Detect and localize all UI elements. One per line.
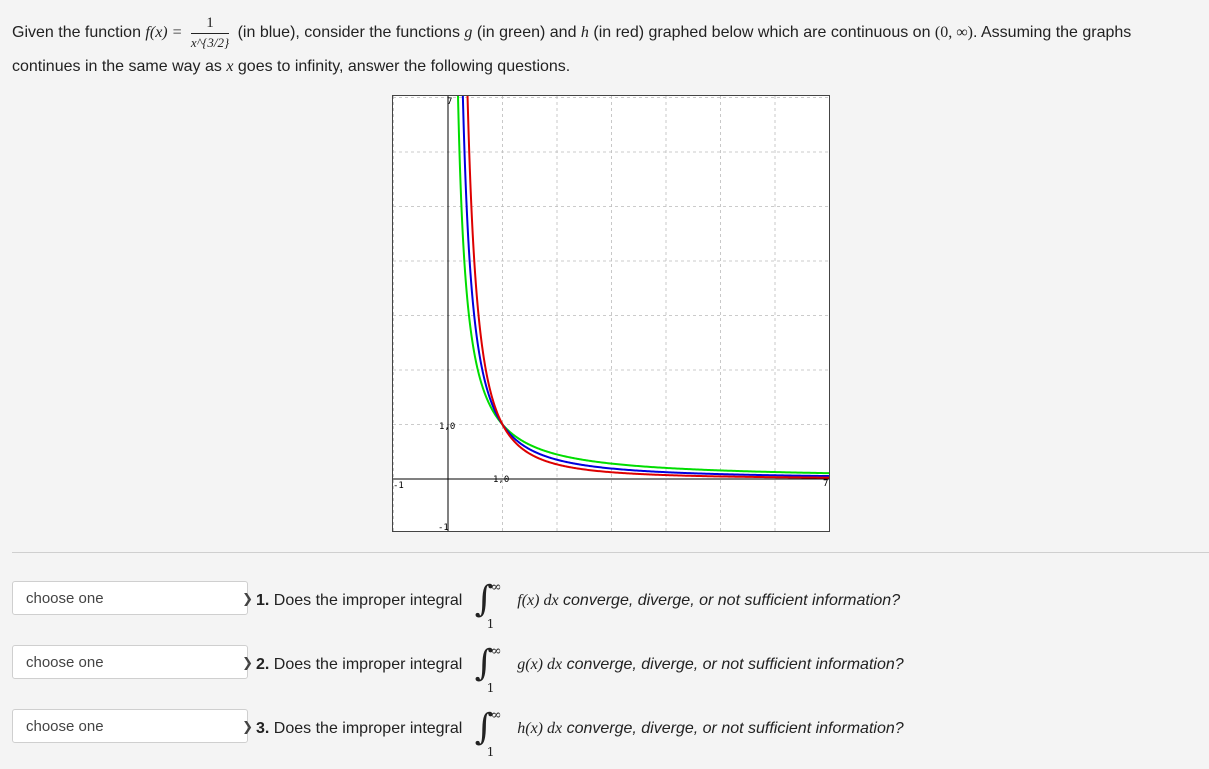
question-lead: Does the improper integral [273,720,463,738]
f-definition: f(x) = [145,24,183,41]
integral-upper-limit: ∞ [490,644,502,659]
x-symbol: x [226,58,234,75]
intro-text-5: . Assuming the graphs continues in the s… [12,24,1132,75]
intro-text-6: goes to infinity, answer the following q… [237,58,571,75]
question-number: 1. [256,592,270,610]
chevron-down-icon: ❯ [242,591,253,606]
interval: (0, ∞) [934,24,973,41]
question-text-2: 2. Does the improper integral ∫ ∞ 1 g(x)… [256,643,904,695]
chevron-down-icon: ❯ [242,655,253,670]
integral-sign: ∫ ∞ 1 [473,643,511,695]
question-text-1: 1. Does the improper integral ∫ ∞ 1 f(x)… [256,579,901,631]
tick-label-x-left: -1 [393,481,404,491]
tick-label-y-bottom: -1 [438,523,449,531]
intro-text-1: Given the function [12,24,141,41]
section-divider [12,552,1209,553]
integral-upper-limit: ∞ [490,708,502,723]
select-value: choose one [26,654,104,671]
question-lead: Does the improper integral [273,656,463,674]
f-curve-blue [461,93,830,478]
question-number: 2. [256,656,270,674]
g-curve-green [456,93,830,475]
fraction-denominator: x^{3/2} [190,35,230,51]
tick-label-y-one: 1,0 [439,422,455,432]
answer-select-1[interactable]: choose one ❯ [12,581,253,615]
g-symbol: g [464,24,473,41]
h-symbol: h [580,24,589,41]
tick-label-y-top: 7 [447,97,452,107]
tick-label-x-right: 7 [823,479,828,489]
h-curve-red [466,93,830,479]
function-graph: 7 -1 1,0 1,0 -1 7 [392,93,830,533]
tick-label-x-one: 1,0 [493,475,509,485]
question-number: 3. [256,720,270,738]
question-lead: Does the improper integral [273,592,463,610]
answer-select-2[interactable]: choose one ❯ [12,645,253,679]
integrand: h(x) dx [517,720,563,738]
fraction-numerator: 1 [190,16,230,35]
tick-labels: 7 -1 1,0 1,0 -1 7 [393,97,828,533]
integral-upper-limit: ∞ [490,580,502,595]
integral-lower-limit: 1 [486,745,495,759]
integral-sign: ∫ ∞ 1 [473,579,511,631]
graph-canvas: 7 -1 1,0 1,0 -1 7 [393,93,830,533]
integral-lower-limit: 1 [486,617,495,631]
integrand: f(x) dx [517,592,559,610]
question-tail: converge, diverge, or not sufficient inf… [566,720,904,738]
question-tail: converge, diverge, or not sufficient inf… [566,656,904,674]
select-value: choose one [26,718,104,735]
fraction: 1 x^{3/2} [190,16,230,51]
question-tail: converge, diverge, or not sufficient inf… [563,592,901,610]
answer-select-3[interactable]: choose one ❯ [12,709,253,743]
integrand: g(x) dx [517,656,563,674]
intro-text-2: (in blue), consider the functions [237,24,460,41]
axes [393,96,829,531]
chevron-down-icon: ❯ [242,719,253,734]
grid-lines [393,96,829,531]
question-text-3: 3. Does the improper integral ∫ ∞ 1 h(x)… [256,707,904,759]
integral-lower-limit: 1 [486,681,495,695]
question-intro: Given the function f(x) = 1 x^{3/2} (in … [12,16,1197,84]
integral-sign: ∫ ∞ 1 [473,707,511,759]
select-value: choose one [26,590,104,607]
intro-text-3: (in green) and [476,24,577,41]
intro-text-4: (in red) graphed below which are continu… [593,24,931,41]
